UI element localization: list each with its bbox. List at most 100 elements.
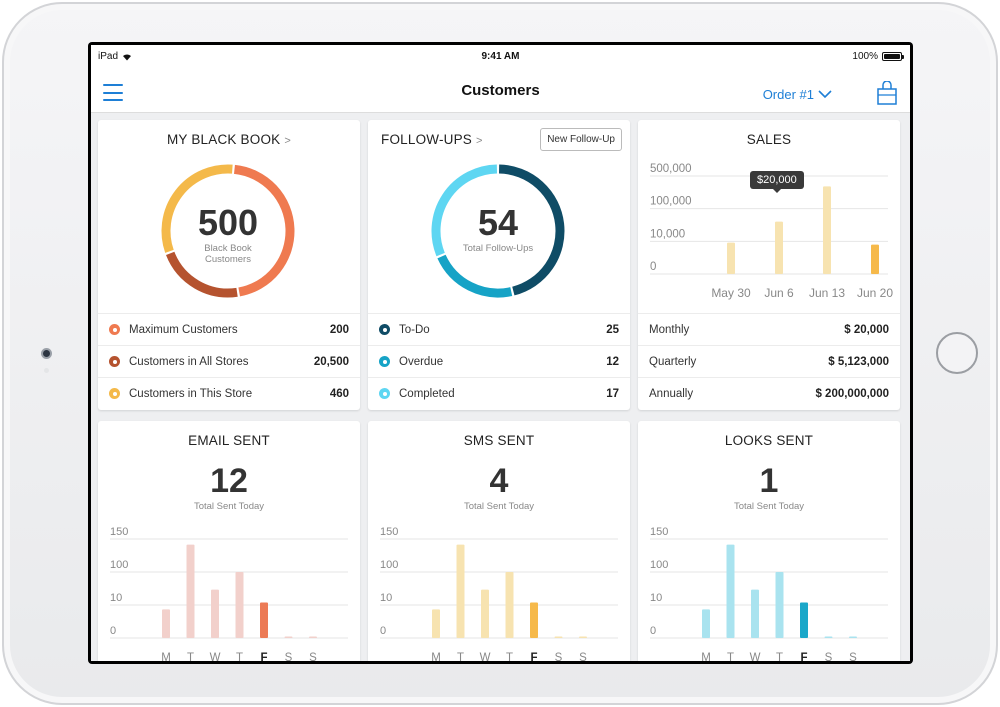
black-book-card[interactable]: MY BLACK BOOK > 500 Black Book Customers … [98, 120, 360, 410]
x-tick-label: W [750, 652, 761, 661]
black-book-donut-chart [161, 164, 295, 298]
bar[interactable] [260, 602, 268, 638]
dot-icon [109, 356, 120, 367]
chevron-down-icon [818, 90, 832, 99]
bar[interactable] [775, 572, 784, 638]
nav-bar: Customers Order #1 [91, 67, 910, 113]
x-tick-label: T [776, 652, 783, 661]
item-label: Customers in This Store [129, 387, 253, 400]
sales-tooltip: $20,000 [750, 171, 804, 193]
sales-title: SALES [746, 132, 792, 147]
x-tick-label: S [849, 652, 857, 661]
bar[interactable] [824, 636, 833, 639]
bar[interactable] [702, 609, 710, 638]
item-label: Completed [399, 387, 455, 400]
bar[interactable] [775, 221, 783, 274]
list-item[interactable]: Overdue 12 [368, 345, 630, 377]
x-tick-label: F [800, 652, 807, 661]
list-item[interactable]: Monthly $ 20,000 [638, 313, 900, 345]
list-item[interactable]: Customers in This Store 460 [98, 377, 360, 409]
bar[interactable] [579, 636, 587, 639]
order-label: Order #1 [762, 87, 814, 102]
x-tick-label: S [579, 652, 587, 661]
dot-icon [109, 388, 120, 399]
screen: iPad 9:41 AM 100% Customers Order #1 MY … [88, 42, 913, 664]
bar[interactable] [727, 242, 735, 274]
item-value: $ 20,000 [844, 323, 889, 336]
battery-percent: 100% [852, 51, 878, 62]
black-book-title[interactable]: MY BLACK BOOK > [166, 132, 291, 147]
bar[interactable] [284, 636, 293, 639]
dot-icon [379, 324, 390, 335]
donut-slice [437, 254, 513, 298]
sales-list: Monthly $ 20,000 Quarterly $ 5,123,000 Ann… [638, 313, 900, 409]
bar[interactable] [432, 609, 440, 638]
sales-card[interactable]: SALES 500,000 100,000 10,000 0 May 30 Jun 6 Ju… [638, 120, 900, 410]
bar[interactable] [211, 589, 219, 638]
bar[interactable] [481, 589, 489, 638]
x-tick-label: S [555, 652, 563, 661]
bar[interactable] [554, 636, 563, 639]
menu-icon[interactable] [103, 84, 123, 101]
bar[interactable] [456, 544, 465, 638]
list-item[interactable]: Annually $ 200,000,000 [638, 377, 900, 409]
follow-ups-total: 54 [477, 202, 519, 243]
sms-sent-card[interactable]: SMS SENT 4 Total Sent Today 150 100 10 0 M T W… [368, 421, 630, 661]
bar[interactable] [186, 544, 195, 638]
x-tick-label: W [480, 652, 491, 661]
dot-icon [109, 324, 120, 335]
black-book-total-label-1: Black Book [204, 243, 252, 254]
list-item[interactable]: Maximum Customers 200 [98, 313, 360, 345]
item-label: Annually [649, 387, 694, 400]
x-tick-label: F [530, 652, 537, 661]
bar[interactable] [800, 602, 808, 638]
black-book-donut: 500 Black Book Customers [158, 161, 298, 301]
list-item[interactable]: Completed 17 [368, 377, 630, 409]
x-tick-label: M [701, 652, 711, 661]
looks-sent-card[interactable]: LOOKS SENT 1 Total Sent Today 150 100 10 0 M… [638, 421, 900, 661]
y-tick-label: 150 [380, 526, 398, 538]
bar[interactable] [505, 572, 514, 638]
x-tick-label: T [506, 652, 513, 661]
new-follow-up-button[interactable]: New Follow-Up [540, 128, 622, 151]
home-button[interactable] [936, 332, 978, 374]
x-tick-label: F [260, 652, 267, 661]
bar[interactable] [823, 186, 831, 274]
bar[interactable] [849, 636, 857, 639]
item-label: Monthly [649, 323, 690, 336]
email-sent-total-label: Total Sent Today [193, 501, 265, 512]
bar[interactable] [751, 589, 759, 638]
x-tick-label: T [727, 652, 734, 661]
follow-ups-card[interactable]: FOLLOW-UPS > New Follow-Up 54 Total Follo… [368, 120, 630, 410]
y-tick-label: 500,000 [650, 163, 692, 175]
y-tick-label: 100 [650, 559, 668, 571]
y-tick-label: 10 [380, 592, 392, 604]
black-book-total-label-2: Customers [205, 254, 251, 265]
bar[interactable] [726, 544, 735, 638]
follow-ups-title[interactable]: FOLLOW-UPS > [381, 132, 483, 147]
bar[interactable] [162, 609, 170, 638]
x-tick-label: S [825, 652, 833, 661]
email-sent-card[interactable]: EMAIL SENT 12 Total Sent Today 150 100 10 0… [98, 421, 360, 661]
follow-ups-total-label: Total Follow-Ups [462, 243, 534, 254]
follow-ups-donut-chart [431, 164, 565, 298]
looks-sent-title: LOOKS SENT [724, 433, 814, 448]
order-selector[interactable]: Order #1 [763, 87, 832, 102]
shopping-bag-icon[interactable] [876, 81, 898, 105]
x-tick-label: Jun 6 [764, 286, 794, 300]
follow-ups-donut: 54 Total Follow-Ups [428, 161, 568, 301]
bar[interactable] [309, 636, 317, 639]
bar[interactable] [235, 572, 244, 638]
list-item[interactable]: Quarterly $ 5,123,000 [638, 345, 900, 377]
page-title: Customers [461, 82, 540, 99]
list-item[interactable]: To-Do 25 [368, 313, 630, 345]
list-item[interactable]: Customers in All Stores 20,500 [98, 345, 360, 377]
item-label: Customers in All Stores [129, 355, 249, 368]
x-tick-label: Jun 13 [809, 286, 845, 300]
bar[interactable] [530, 602, 538, 638]
dot-icon [379, 356, 390, 367]
y-tick-label: 100 [110, 559, 128, 571]
donut-slice [161, 164, 233, 253]
bar[interactable] [871, 244, 879, 274]
